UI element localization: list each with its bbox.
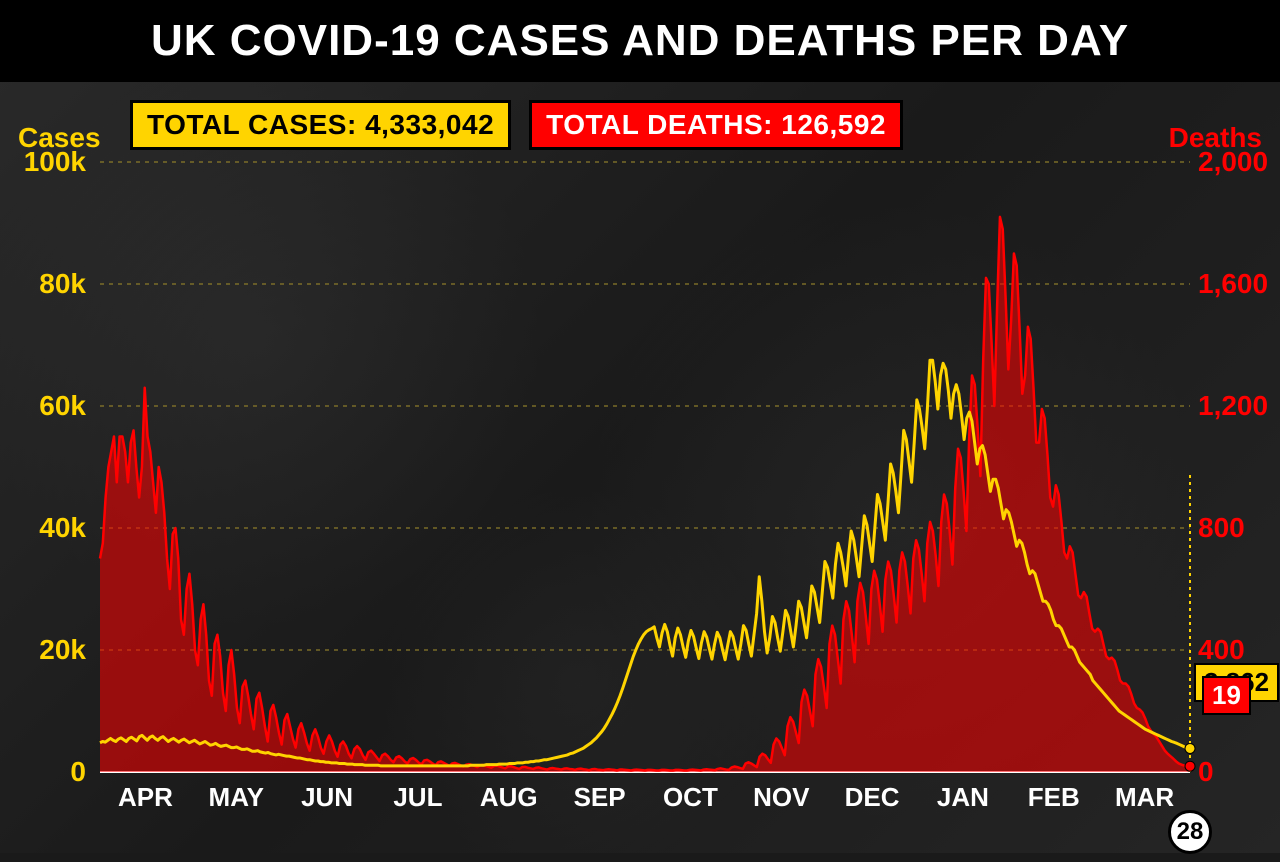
total-deaths-badge: TOTAL DEATHS: 126,592: [529, 100, 903, 150]
left-tick: 0: [16, 756, 86, 788]
left-tick: 60k: [16, 390, 86, 422]
x-tick: MAR: [1115, 782, 1174, 813]
chart-area: TOTAL CASES: 4,333,042 TOTAL DEATHS: 126…: [10, 92, 1270, 862]
left-tick: 20k: [16, 634, 86, 666]
chart-svg: [10, 92, 1280, 852]
x-tick: JUN: [301, 782, 353, 813]
x-tick: NOV: [753, 782, 809, 813]
left-tick: 80k: [16, 268, 86, 300]
x-tick: AUG: [480, 782, 538, 813]
chart-title: UK COVID-19 CASES AND DEATHS PER DAY: [0, 0, 1280, 82]
totals-badges: TOTAL CASES: 4,333,042 TOTAL DEATHS: 126…: [130, 100, 903, 150]
right-tick: 1,600: [1198, 268, 1278, 300]
right-tick: 2,000: [1198, 146, 1278, 178]
chart-title-text: UK COVID-19 CASES AND DEATHS PER DAY: [151, 16, 1129, 65]
x-tick: APR: [118, 782, 173, 813]
x-tick: SEP: [574, 782, 626, 813]
end-date-marker: 28: [1168, 810, 1212, 854]
left-tick: 40k: [16, 512, 86, 544]
x-tick: JAN: [937, 782, 989, 813]
x-tick: OCT: [663, 782, 718, 813]
x-tick: FEB: [1028, 782, 1080, 813]
right-tick: 800: [1198, 512, 1278, 544]
end-value-deaths: 19: [1202, 676, 1251, 715]
right-tick: 1,200: [1198, 390, 1278, 422]
total-cases-badge: TOTAL CASES: 4,333,042: [130, 100, 511, 150]
right-tick: 400: [1198, 634, 1278, 666]
x-tick: DEC: [845, 782, 900, 813]
x-tick: MAY: [209, 782, 264, 813]
right-tick: 0: [1198, 756, 1278, 788]
x-tick: JUL: [393, 782, 442, 813]
left-tick: 100k: [16, 146, 86, 178]
